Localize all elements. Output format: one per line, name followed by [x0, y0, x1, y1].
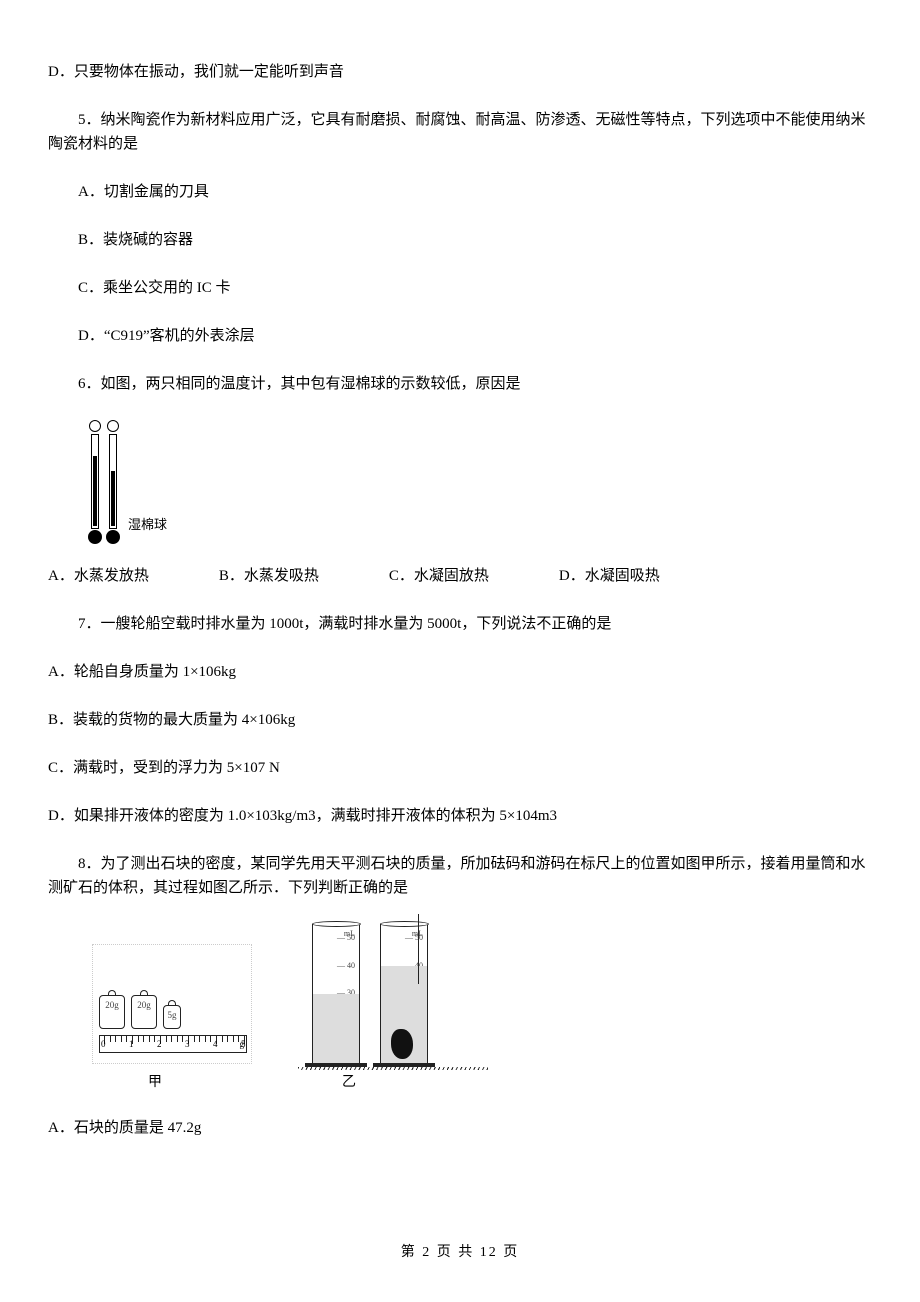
q6-figure: 湿棉球: [88, 420, 872, 540]
q5-option-c: C．乘坐公交用的 IC 卡: [48, 276, 872, 300]
q8-option-a: A．石块的质量是 47.2g: [48, 1116, 872, 1140]
q8-stem: 8．为了测出石块的密度，某同学先用天平测石块的质量，所加砝码和游码在标尺上的位置…: [48, 852, 872, 900]
stone-icon: [391, 1029, 413, 1059]
cylinder-after: mL — 50— 40— 30— 20— 10: [380, 924, 428, 1064]
q7-option-d: D．如果排开液体的密度为 1.0×103kg/m3，满载时排开液体的体积为 5×…: [48, 804, 872, 828]
q7-option-a: A．轮船自身质量为 1×106kg: [48, 660, 872, 684]
thermometer-dry: [88, 420, 102, 540]
ruler-unit: g: [240, 1037, 245, 1051]
q6-stem: 6．如图，两只相同的温度计，其中包有湿棉球的示数较低，原因是: [48, 372, 872, 396]
q6-option-b: B．水蒸发吸热: [219, 564, 319, 588]
wet-bulb-label: 湿棉球: [128, 515, 167, 536]
cylinder-before: mL — 50— 40— 30— 20— 10: [312, 924, 360, 1064]
ruler: 012345 g: [99, 1035, 247, 1053]
balance-figure: 20g 20g 5g 012345 g: [92, 944, 252, 1064]
q6-option-c: C．水凝固放热: [389, 564, 489, 588]
q5-option-a: A．切割金属的刀具: [48, 180, 872, 204]
page-footer: 第 2 页 共 12 页: [0, 1242, 920, 1264]
q6-option-d: D．水凝固吸热: [559, 564, 660, 588]
figure-label-left: 甲: [148, 1070, 162, 1092]
thermometer-wet: [106, 420, 120, 540]
string-line: [418, 914, 419, 984]
q8-figure: 20g 20g 5g 012345 g mL — 50— 40— 30— 20—…: [92, 924, 872, 1064]
q6-option-a: A．水蒸发放热: [48, 564, 149, 588]
weight-label: 20g: [137, 998, 151, 1012]
q7-option-c: C．满载时，受到的浮力为 5×107 N: [48, 756, 872, 780]
q5-stem: 5．纳米陶瓷作为新材料应用广泛，它具有耐磨损、耐腐蚀、耐高温、防渗透、无磁性等特…: [48, 108, 872, 156]
weight-label: 5g: [168, 1008, 177, 1022]
q4-option-d: D．只要物体在振动，我们就一定能听到声音: [48, 60, 872, 84]
figure-label-right: 乙: [342, 1070, 356, 1092]
q7-option-b: B．装载的货物的最大质量为 4×106kg: [48, 708, 872, 732]
weight-label: 20g: [105, 998, 119, 1012]
q6-options: A．水蒸发放热 B．水蒸发吸热 C．水凝固放热 D．水凝固吸热: [48, 564, 872, 588]
q7-stem: 7．一艘轮船空载时排水量为 1000t，满载时排水量为 5000t，下列说法不正…: [48, 612, 872, 636]
q5-option-d: D．“C919”客机的外表涂层: [48, 324, 872, 348]
q5-option-b: B．装烧碱的容器: [48, 228, 872, 252]
